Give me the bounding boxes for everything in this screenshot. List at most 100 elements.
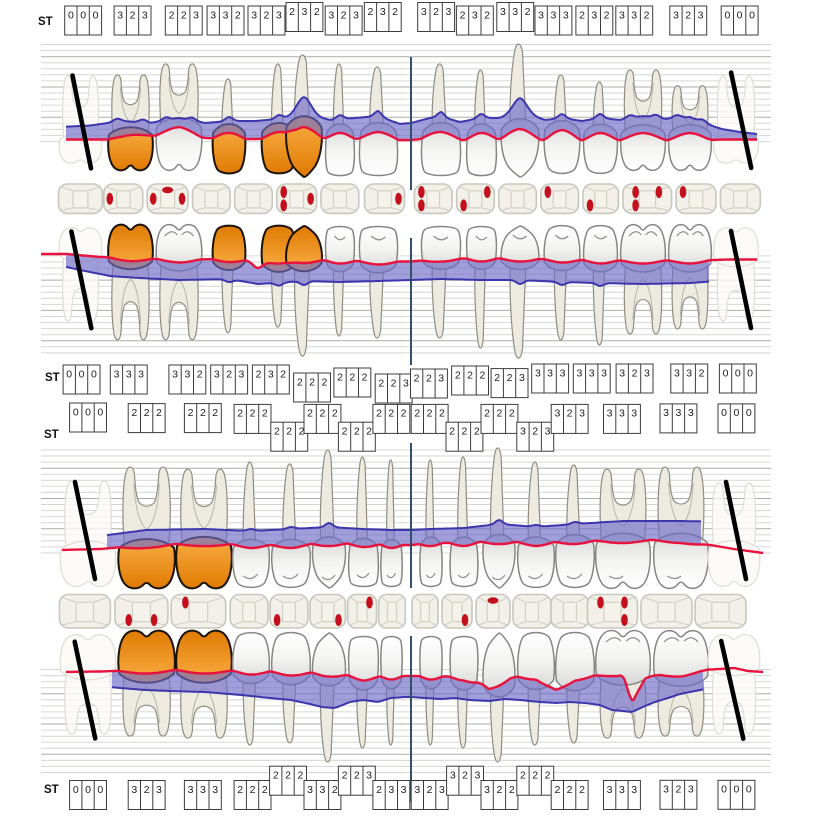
svg-text:3: 3 <box>114 368 120 380</box>
svg-text:2: 2 <box>342 770 348 782</box>
svg-text:2: 2 <box>479 369 485 381</box>
svg-text:2: 2 <box>378 377 384 389</box>
svg-text:ST: ST <box>44 429 59 441</box>
svg-text:3: 3 <box>547 367 553 379</box>
svg-text:0: 0 <box>66 368 72 380</box>
svg-text:3: 3 <box>538 9 544 21</box>
svg-text:2: 2 <box>354 770 360 782</box>
svg-text:0: 0 <box>93 9 99 21</box>
svg-text:3: 3 <box>117 9 123 21</box>
svg-text:2: 2 <box>467 369 473 381</box>
svg-text:2: 2 <box>460 9 466 21</box>
svg-text:3: 3 <box>388 784 394 796</box>
svg-text:2: 2 <box>554 784 560 796</box>
svg-text:3: 3 <box>698 9 704 21</box>
svg-text:3: 3 <box>126 368 132 380</box>
svg-text:3: 3 <box>142 9 148 21</box>
svg-text:2: 2 <box>376 408 382 420</box>
svg-text:3: 3 <box>138 368 144 380</box>
svg-text:0: 0 <box>79 368 85 380</box>
svg-text:0: 0 <box>721 407 727 419</box>
svg-text:2: 2 <box>632 367 638 379</box>
svg-text:3: 3 <box>520 426 526 438</box>
svg-text:2: 2 <box>263 9 269 21</box>
svg-text:3: 3 <box>328 9 334 21</box>
svg-text:3: 3 <box>184 368 190 380</box>
svg-text:2: 2 <box>349 371 355 383</box>
svg-text:0: 0 <box>747 367 753 379</box>
svg-text:2: 2 <box>354 426 360 438</box>
svg-text:2: 2 <box>181 9 187 21</box>
svg-text:3: 3 <box>212 784 218 796</box>
svg-text:2: 2 <box>256 368 262 380</box>
svg-text:2: 2 <box>280 368 286 380</box>
svg-text:3: 3 <box>403 377 409 389</box>
svg-text:3: 3 <box>214 368 220 380</box>
svg-text:3: 3 <box>563 9 569 21</box>
svg-text:2: 2 <box>200 407 206 419</box>
svg-text:2: 2 <box>520 770 526 782</box>
svg-text:2: 2 <box>286 426 292 438</box>
svg-text:2: 2 <box>156 407 162 419</box>
svg-text:2: 2 <box>367 6 373 18</box>
svg-text:2: 2 <box>285 770 291 782</box>
svg-text:3: 3 <box>688 407 694 419</box>
svg-text:3: 3 <box>675 407 681 419</box>
svg-text:3: 3 <box>589 367 595 379</box>
svg-text:3: 3 <box>276 9 282 21</box>
svg-text:3: 3 <box>450 770 456 782</box>
svg-text:3: 3 <box>307 784 313 796</box>
svg-text:3: 3 <box>445 6 451 18</box>
svg-text:2: 2 <box>567 408 573 420</box>
svg-text:2: 2 <box>188 407 194 419</box>
svg-text:3: 3 <box>223 9 229 21</box>
svg-text:2: 2 <box>169 9 175 21</box>
svg-text:3: 3 <box>438 372 444 384</box>
svg-text:2: 2 <box>250 784 256 796</box>
svg-text:3: 3 <box>474 770 480 782</box>
svg-text:3: 3 <box>188 784 194 796</box>
svg-text:3: 3 <box>366 770 372 782</box>
svg-text:2: 2 <box>507 372 513 384</box>
svg-text:0: 0 <box>85 406 91 418</box>
svg-text:3: 3 <box>472 9 478 21</box>
svg-text:3: 3 <box>401 784 407 796</box>
svg-text:2: 2 <box>699 367 705 379</box>
svg-text:0: 0 <box>91 368 97 380</box>
svg-text:2: 2 <box>401 408 407 420</box>
svg-text:0: 0 <box>68 9 74 21</box>
svg-text:2: 2 <box>414 372 420 384</box>
svg-text:0: 0 <box>746 784 752 796</box>
svg-text:3: 3 <box>251 9 257 21</box>
svg-text:3: 3 <box>631 784 637 796</box>
svg-text:2: 2 <box>532 770 538 782</box>
svg-text:2: 2 <box>366 426 372 438</box>
svg-text:0: 0 <box>85 784 91 796</box>
svg-text:3: 3 <box>172 368 178 380</box>
svg-text:0: 0 <box>737 9 743 21</box>
svg-text:3: 3 <box>268 368 274 380</box>
svg-text:2: 2 <box>462 770 468 782</box>
svg-text:3: 3 <box>644 367 650 379</box>
svg-text:3: 3 <box>619 408 625 420</box>
svg-text:3: 3 <box>686 367 692 379</box>
svg-text:2: 2 <box>391 377 397 389</box>
svg-text:3: 3 <box>500 6 506 18</box>
svg-text:2: 2 <box>130 9 136 21</box>
svg-text:2: 2 <box>427 784 433 796</box>
svg-text:2: 2 <box>341 9 347 21</box>
svg-text:2: 2 <box>509 784 515 796</box>
svg-text:3: 3 <box>512 6 518 18</box>
svg-text:2: 2 <box>579 784 585 796</box>
svg-text:3: 3 <box>673 9 679 21</box>
svg-text:2: 2 <box>449 426 455 438</box>
svg-text:2: 2 <box>337 371 343 383</box>
svg-text:0: 0 <box>73 406 79 418</box>
svg-text:2: 2 <box>332 408 338 420</box>
svg-text:3: 3 <box>663 784 669 796</box>
svg-text:2: 2 <box>494 372 500 384</box>
svg-text:2: 2 <box>644 9 650 21</box>
svg-text:2: 2 <box>144 407 150 419</box>
svg-text:2: 2 <box>392 6 398 18</box>
svg-text:3: 3 <box>576 367 582 379</box>
